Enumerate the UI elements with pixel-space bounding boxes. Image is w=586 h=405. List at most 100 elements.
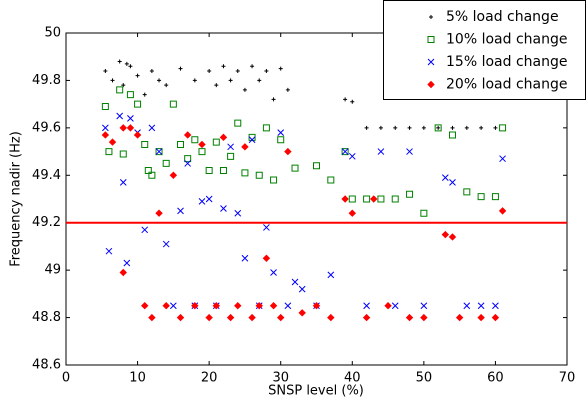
data-point	[214, 83, 219, 88]
data-point	[406, 190, 414, 198]
data-point	[271, 97, 276, 102]
data-point	[220, 205, 227, 212]
data-point	[455, 313, 464, 322]
data-point	[498, 207, 507, 215]
x-axis-label: SNSP level (%)	[268, 384, 364, 399]
data-point	[110, 78, 115, 83]
y-tick-label: 48.8	[32, 310, 61, 325]
data-point	[298, 285, 306, 293]
data-point	[277, 313, 285, 322]
data-point	[449, 179, 456, 186]
data-point	[148, 124, 156, 132]
data-point	[262, 124, 270, 132]
data-point	[219, 167, 227, 175]
x-tick-label: 70	[559, 371, 576, 386]
data-point	[148, 313, 156, 322]
data-point	[384, 302, 392, 310]
data-point	[235, 68, 240, 73]
y-tick-label: 48.6	[32, 358, 61, 373]
data-point	[313, 162, 320, 170]
data-point	[142, 92, 147, 97]
legend: 5% load change 10% load change 15% load ch…	[383, 0, 586, 100]
data-point	[169, 171, 178, 179]
data-point	[441, 230, 450, 239]
data-point	[248, 136, 256, 144]
data-point	[123, 259, 131, 267]
data-point	[262, 254, 271, 262]
data-point	[192, 78, 197, 83]
data-point	[436, 125, 441, 130]
data-point	[117, 59, 122, 64]
data-point	[492, 302, 499, 310]
data-point	[341, 195, 349, 203]
y-tick-label: 50	[44, 26, 61, 41]
data-point	[348, 152, 356, 160]
data-point	[162, 302, 170, 310]
data-point	[350, 99, 355, 104]
legend-marker	[427, 36, 435, 43]
data-point	[141, 302, 149, 310]
data-point	[464, 125, 469, 130]
legend-marker	[427, 80, 435, 89]
data-point	[176, 313, 185, 322]
y-tick-label: 49.8	[32, 73, 61, 88]
data-point	[327, 271, 335, 279]
data-point	[377, 195, 385, 203]
data-point	[391, 195, 399, 203]
data-point	[270, 176, 278, 184]
y-tick-label: 49.2	[32, 215, 61, 230]
data-point	[348, 209, 356, 217]
legend-marker	[427, 58, 435, 66]
data-point	[393, 125, 398, 130]
x-tick-label: 50	[416, 371, 433, 386]
data-point	[119, 124, 127, 132]
data-point	[227, 152, 235, 160]
data-point	[257, 78, 262, 83]
data-point	[101, 103, 109, 111]
data-point	[212, 302, 221, 310]
data-point	[499, 155, 506, 163]
data-point	[116, 86, 124, 94]
data-point	[241, 254, 249, 262]
data-point	[141, 226, 149, 234]
data-point	[421, 125, 426, 130]
data-point	[499, 124, 507, 132]
x-tick-label: 40	[344, 371, 361, 386]
data-point	[364, 125, 369, 130]
data-point	[491, 313, 500, 322]
data-point	[284, 147, 292, 156]
data-point	[170, 302, 177, 310]
data-point	[183, 131, 192, 139]
data-point	[291, 278, 299, 286]
data-point	[420, 209, 428, 217]
data-point	[264, 68, 269, 73]
data-point	[450, 125, 455, 130]
data-point	[191, 136, 199, 144]
data-point	[343, 97, 348, 102]
data-point	[205, 195, 213, 203]
data-point	[207, 68, 212, 73]
data-point	[198, 140, 206, 149]
data-point	[477, 302, 485, 310]
data-point	[405, 313, 414, 322]
data-point	[312, 302, 321, 310]
data-point	[269, 302, 278, 310]
data-point	[191, 302, 199, 310]
y-tick-label: 49.4	[32, 168, 61, 183]
data-point	[363, 195, 371, 203]
data-point	[144, 167, 152, 175]
data-point	[134, 100, 142, 108]
data-point	[406, 148, 413, 155]
data-point	[348, 195, 356, 203]
data-point	[219, 133, 228, 142]
data-point	[479, 125, 484, 130]
data-point	[157, 78, 162, 83]
x-tick-label: 0	[62, 371, 70, 386]
data-point	[148, 171, 156, 179]
data-point	[291, 164, 299, 172]
data-point	[250, 64, 255, 69]
data-point	[327, 313, 335, 322]
data-point	[162, 240, 170, 248]
legend-label: 10% load change	[446, 32, 567, 48]
